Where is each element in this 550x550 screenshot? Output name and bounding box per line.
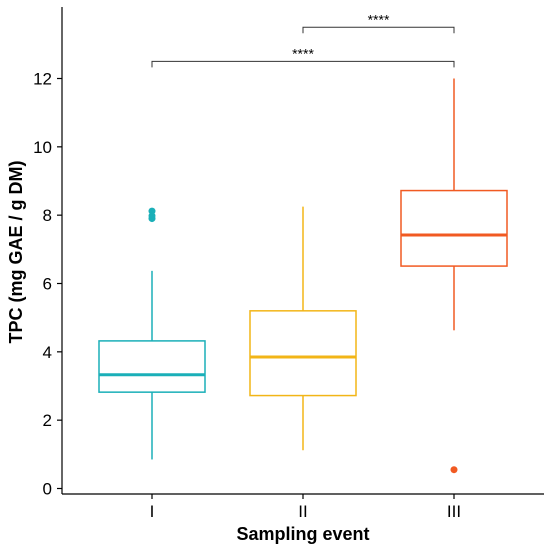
box-iqr: [249, 310, 357, 397]
box-group: [400, 78, 508, 474]
outlier-point: [148, 207, 156, 215]
x-ticks: I II III: [150, 494, 461, 521]
significance-bracket: ****: [302, 11, 455, 34]
box-group: [98, 207, 206, 460]
y-tick-label: 6: [43, 275, 52, 294]
significance-label: ****: [368, 11, 390, 27]
significance-bracket: ****: [151, 45, 455, 68]
y-ticks: 0 2 4 6 8 10 12: [33, 70, 62, 499]
box-iqr: [98, 340, 206, 393]
outlier-point: [450, 466, 458, 474]
bracket-line: [302, 26, 455, 34]
y-tick-label: 2: [43, 411, 52, 430]
y-tick-label: 0: [43, 480, 52, 499]
significance-label: ****: [292, 45, 314, 61]
y-tick-label: 10: [33, 138, 52, 157]
x-axis-title: Sampling event: [236, 524, 369, 544]
outlier-point: [148, 212, 156, 220]
y-tick-label: 8: [43, 206, 52, 225]
box-iqr: [400, 189, 508, 267]
y-axis-title: TPC (mg GAE / g DM): [6, 161, 26, 344]
y-tick-label: 12: [33, 70, 52, 89]
x-tick-label: I: [150, 502, 155, 521]
x-tick-label: II: [298, 502, 307, 521]
y-tick-label: 4: [43, 343, 52, 362]
significance-brackets: **** ****: [151, 11, 455, 68]
box-group: [249, 206, 357, 451]
boxes-layer: [98, 78, 508, 474]
bracket-line: [151, 60, 455, 68]
x-tick-label: III: [447, 502, 461, 521]
